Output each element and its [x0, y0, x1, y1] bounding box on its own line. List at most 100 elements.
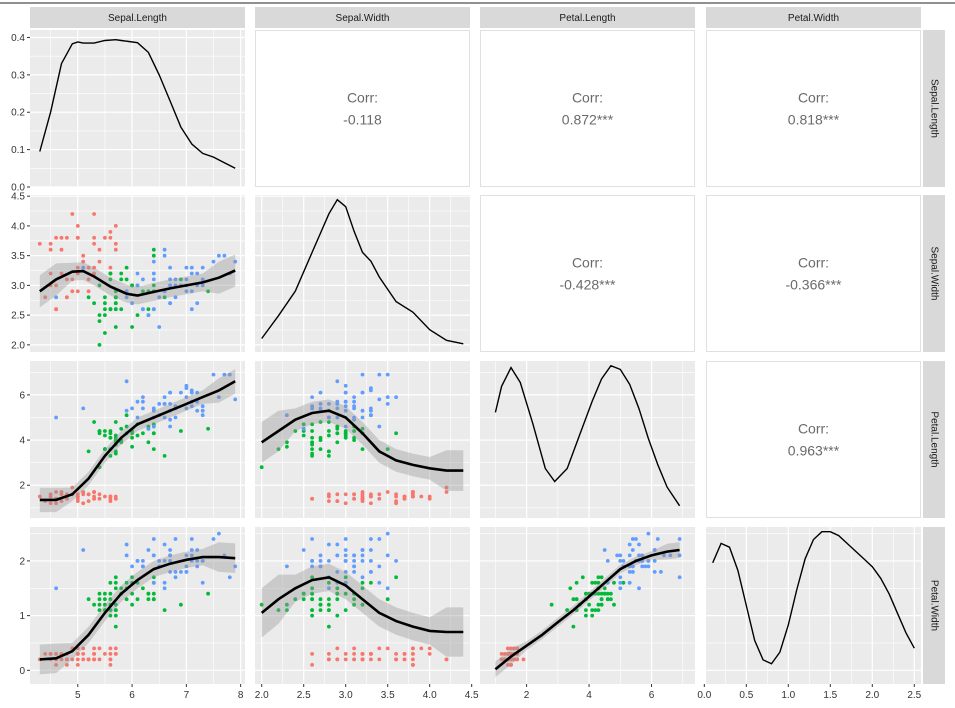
scatter-point	[43, 295, 48, 300]
scatter-point	[385, 597, 390, 602]
scatter-point	[327, 608, 331, 612]
scatter-point	[130, 301, 135, 306]
scatter-point	[75, 289, 80, 294]
scatter-point	[108, 597, 113, 602]
scatter-point	[184, 289, 189, 294]
scatter-point	[151, 591, 156, 596]
density-line	[39, 38, 236, 169]
scatter-point	[97, 602, 102, 607]
scatter-point	[571, 624, 576, 629]
x-tick-label: 1.0	[781, 690, 795, 701]
scatter-point	[419, 494, 424, 499]
scatter-point	[59, 247, 64, 252]
scatter-point	[360, 553, 365, 558]
scatter-point	[385, 490, 390, 494]
scatter-point	[352, 395, 356, 399]
scatter-point	[108, 652, 113, 656]
scatter-point	[157, 325, 162, 329]
scatter-point	[630, 564, 635, 569]
scatter-point	[113, 646, 118, 651]
smooth-line	[39, 380, 236, 502]
scatter-point	[593, 580, 598, 585]
scatter-point	[659, 570, 663, 574]
scatter-point	[335, 597, 340, 602]
scatter-point	[211, 372, 216, 377]
scatter-point	[157, 559, 162, 563]
scatter-point	[327, 624, 331, 629]
scatter-point	[618, 586, 623, 591]
scatter-point	[618, 575, 623, 580]
scatter-point	[65, 235, 69, 240]
scatter-point	[141, 289, 145, 294]
scatter-point	[92, 271, 96, 276]
scatter-point	[521, 657, 526, 662]
scatter-point	[327, 415, 331, 420]
scatter-point	[108, 307, 113, 312]
scatter-point	[318, 402, 323, 406]
scatter-point	[377, 397, 382, 402]
scatter-point	[195, 408, 200, 413]
scatter-point	[335, 440, 340, 445]
scatter-point	[301, 433, 306, 438]
scatter-point	[301, 422, 306, 427]
scatter-point	[92, 646, 96, 651]
scatter-point	[327, 420, 331, 424]
scatter-point	[113, 420, 118, 424]
scatter-point	[179, 277, 183, 282]
scatter-point	[119, 426, 124, 431]
scatter-point	[444, 485, 449, 490]
scatter-point	[103, 307, 107, 312]
scatter-point	[81, 490, 86, 494]
scatter-point	[394, 499, 398, 503]
scatter-point	[141, 399, 145, 404]
scatter-point	[515, 646, 520, 651]
scatter-point	[86, 657, 91, 662]
scatter-point	[343, 575, 348, 580]
scatter-point	[168, 553, 173, 558]
scatter-point	[360, 586, 365, 591]
scatter-point	[54, 501, 58, 506]
scatter-point	[646, 531, 651, 536]
scatter-point	[184, 383, 189, 388]
scatter-point	[195, 271, 200, 276]
scatter-point	[141, 564, 145, 569]
scatter-point	[173, 415, 178, 420]
scatter-point	[141, 406, 145, 411]
scatter-point	[360, 580, 365, 585]
scatter-point	[162, 454, 167, 458]
scatter-point	[97, 646, 102, 651]
scatter-point	[394, 652, 398, 656]
scatter-point	[360, 548, 365, 552]
scatter-point	[646, 564, 651, 569]
x-tick-label: 8	[238, 690, 244, 701]
smooth-line	[260, 409, 464, 472]
scatter-point	[135, 415, 140, 420]
scatter-point	[97, 597, 102, 602]
scatter-point	[327, 580, 331, 585]
scatter-point	[108, 494, 113, 499]
scatter-point	[97, 313, 102, 317]
scatter-point	[189, 265, 194, 270]
scatter-point	[352, 570, 356, 574]
scatter-point	[86, 499, 91, 503]
scatter-point	[293, 429, 298, 433]
scatter-point	[113, 307, 118, 312]
scatter-point	[310, 559, 314, 563]
scatter-point	[285, 602, 289, 607]
scatter-point	[352, 652, 356, 656]
scatter-point	[360, 372, 365, 377]
scatter-point	[54, 652, 58, 656]
smooth-line	[39, 555, 236, 661]
scatter-point	[318, 559, 323, 563]
scatter-point	[141, 395, 145, 399]
scatter-point	[335, 570, 340, 574]
scatter-point	[640, 564, 645, 569]
scatter-point	[276, 608, 281, 612]
scatter-point	[360, 559, 365, 563]
scatter-point	[310, 663, 314, 667]
scatter-point	[377, 580, 382, 585]
scatter-point	[92, 652, 96, 656]
scatter-point	[217, 253, 221, 258]
scatter-point	[146, 307, 151, 312]
scatter-point	[360, 426, 365, 431]
